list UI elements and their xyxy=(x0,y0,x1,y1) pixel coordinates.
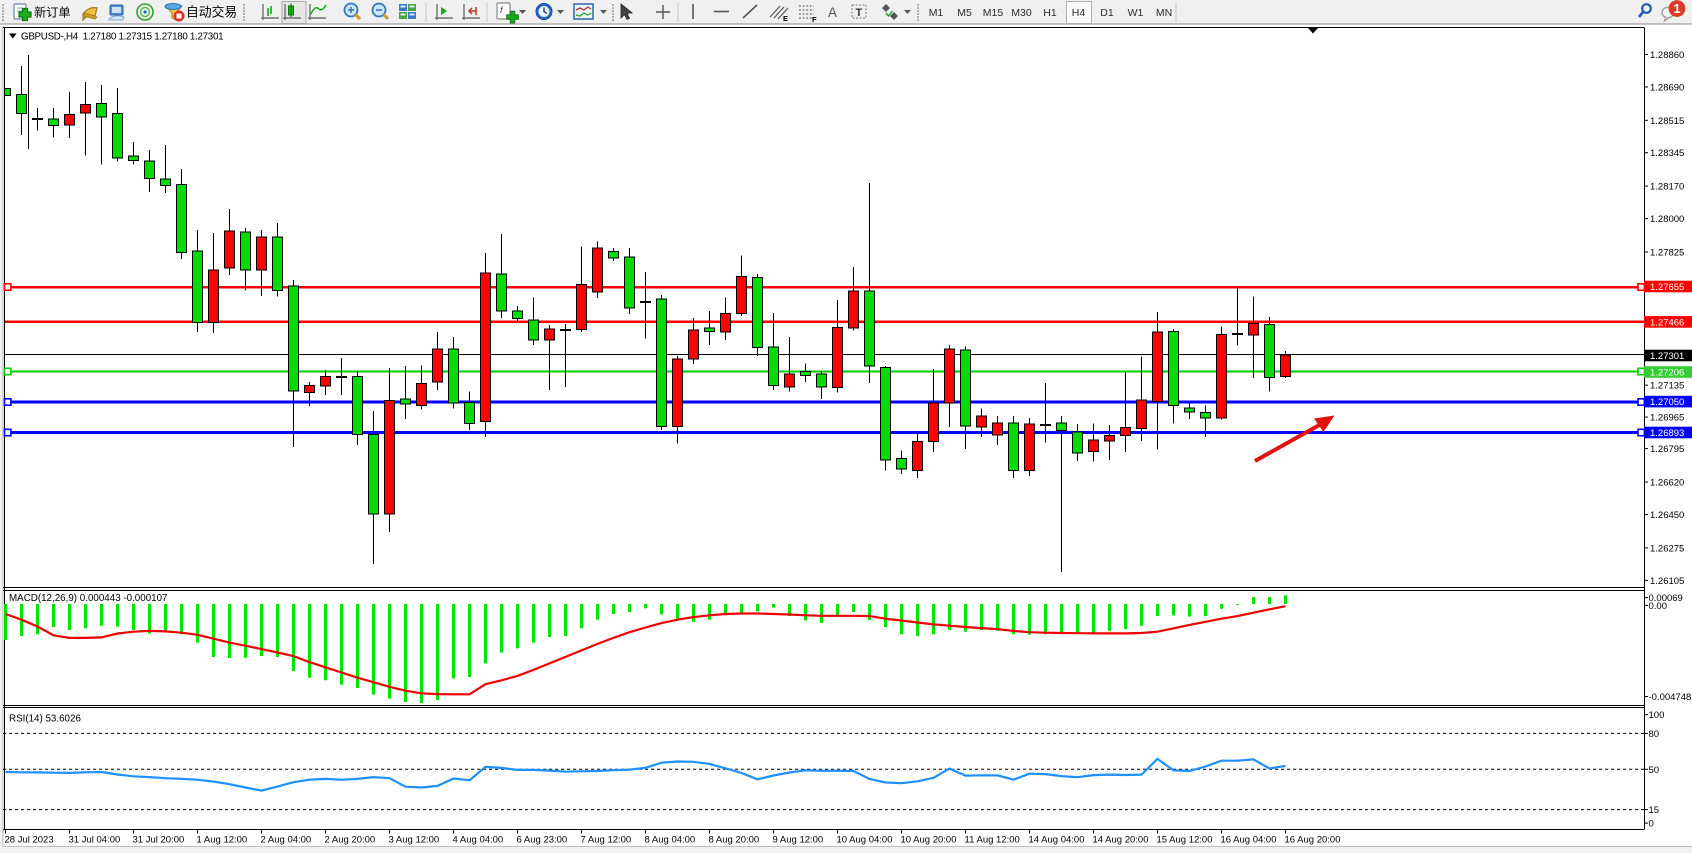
svg-text:1.26620: 1.26620 xyxy=(1650,478,1684,489)
svg-text:1.26275: 1.26275 xyxy=(1650,543,1684,554)
svg-text:8 Aug 04:00: 8 Aug 04:00 xyxy=(645,835,696,846)
svg-text:H4: H4 xyxy=(1072,7,1086,19)
svg-text:1.28345: 1.28345 xyxy=(1650,148,1684,159)
svg-text:11 Aug 12:00: 11 Aug 12:00 xyxy=(965,835,1020,846)
svg-text:1.27655: 1.27655 xyxy=(1650,282,1684,293)
svg-text:M1: M1 xyxy=(929,7,944,19)
svg-text:1.26893: 1.26893 xyxy=(1650,428,1684,439)
svg-text:1.27466: 1.27466 xyxy=(1650,317,1684,328)
svg-text:28 Jul 2023: 28 Jul 2023 xyxy=(5,835,54,846)
svg-text:1.28860: 1.28860 xyxy=(1650,50,1684,61)
svg-text:D1: D1 xyxy=(1100,7,1114,19)
svg-text:1.27301: 1.27301 xyxy=(1650,351,1684,362)
svg-text:T: T xyxy=(856,7,863,19)
svg-text:3 Aug 12:00: 3 Aug 12:00 xyxy=(389,835,440,846)
svg-text:1.28690: 1.28690 xyxy=(1650,82,1684,93)
svg-text:7 Aug 12:00: 7 Aug 12:00 xyxy=(581,835,632,846)
svg-text:RSI(14) 53.6026: RSI(14) 53.6026 xyxy=(9,714,81,725)
svg-text:10 Aug 04:00: 10 Aug 04:00 xyxy=(837,835,893,846)
svg-text:10 Aug 20:00: 10 Aug 20:00 xyxy=(901,835,957,846)
svg-text:MACD(12,26,9) 0.000443 -0.0001: MACD(12,26,9) 0.000443 -0.000107 xyxy=(9,593,168,604)
svg-text:-0.004748: -0.004748 xyxy=(1649,692,1692,703)
svg-text:1.26965: 1.26965 xyxy=(1650,413,1684,424)
svg-text:0: 0 xyxy=(1649,819,1654,830)
svg-text:15 Aug 12:00: 15 Aug 12:00 xyxy=(1157,835,1213,846)
svg-text:1: 1 xyxy=(1673,1,1680,16)
svg-text:M5: M5 xyxy=(957,7,972,19)
svg-text:31 Jul 20:00: 31 Jul 20:00 xyxy=(133,835,185,846)
svg-text:新订单: 新订单 xyxy=(34,5,71,20)
svg-text:MN: MN xyxy=(1156,7,1172,19)
svg-text:16 Aug 20:00: 16 Aug 20:00 xyxy=(1285,835,1341,846)
svg-text:M30: M30 xyxy=(1011,7,1032,19)
svg-text:1.26450: 1.26450 xyxy=(1650,510,1684,521)
svg-text:0.00069: 0.00069 xyxy=(1649,593,1683,604)
svg-text:1.27206: 1.27206 xyxy=(1650,368,1684,379)
svg-text:A: A xyxy=(828,5,837,20)
svg-text:H1: H1 xyxy=(1043,7,1057,19)
svg-text:50: 50 xyxy=(1649,765,1660,776)
svg-text:100: 100 xyxy=(1649,710,1665,721)
svg-text:2 Aug 04:00: 2 Aug 04:00 xyxy=(261,835,312,846)
svg-text:15: 15 xyxy=(1649,805,1660,816)
svg-text:GBPUSD-,H4 1.27180 1.27315 1.: GBPUSD-,H4 1.27180 1.27315 1.27180 1.273… xyxy=(21,32,223,43)
svg-text:4 Aug 04:00: 4 Aug 04:00 xyxy=(453,835,504,846)
svg-text:E: E xyxy=(783,14,788,23)
svg-text:0.00: 0.00 xyxy=(1649,601,1668,612)
svg-text:16 Aug 04:00: 16 Aug 04:00 xyxy=(1221,835,1277,846)
svg-text:W1: W1 xyxy=(1128,7,1144,19)
svg-text:14 Aug 04:00: 14 Aug 04:00 xyxy=(1029,835,1085,846)
svg-text:1.26105: 1.26105 xyxy=(1650,576,1684,587)
svg-text:1.26795: 1.26795 xyxy=(1650,444,1684,455)
svg-text:6 Aug 23:00: 6 Aug 23:00 xyxy=(517,835,568,846)
svg-text:M15: M15 xyxy=(983,7,1004,19)
svg-text:F: F xyxy=(812,15,817,24)
svg-text:8 Aug 20:00: 8 Aug 20:00 xyxy=(709,835,760,846)
svg-text:31 Jul 04:00: 31 Jul 04:00 xyxy=(69,835,121,846)
svg-text:1 Aug 12:00: 1 Aug 12:00 xyxy=(197,835,248,846)
svg-text:1.27825: 1.27825 xyxy=(1650,248,1684,259)
svg-text:2 Aug 20:00: 2 Aug 20:00 xyxy=(325,835,376,846)
svg-text:1.28000: 1.28000 xyxy=(1650,214,1684,225)
svg-text:1.28170: 1.28170 xyxy=(1650,182,1684,193)
svg-text:1.28515: 1.28515 xyxy=(1650,116,1684,127)
svg-text:自动交易: 自动交易 xyxy=(186,5,237,20)
svg-text:9 Aug 12:00: 9 Aug 12:00 xyxy=(773,835,824,846)
svg-text:80: 80 xyxy=(1649,729,1660,740)
svg-text:14 Aug 20:00: 14 Aug 20:00 xyxy=(1093,835,1149,846)
svg-text:f: f xyxy=(500,5,504,15)
svg-text:1.27135: 1.27135 xyxy=(1650,381,1684,392)
svg-text:1.27050: 1.27050 xyxy=(1650,397,1684,408)
